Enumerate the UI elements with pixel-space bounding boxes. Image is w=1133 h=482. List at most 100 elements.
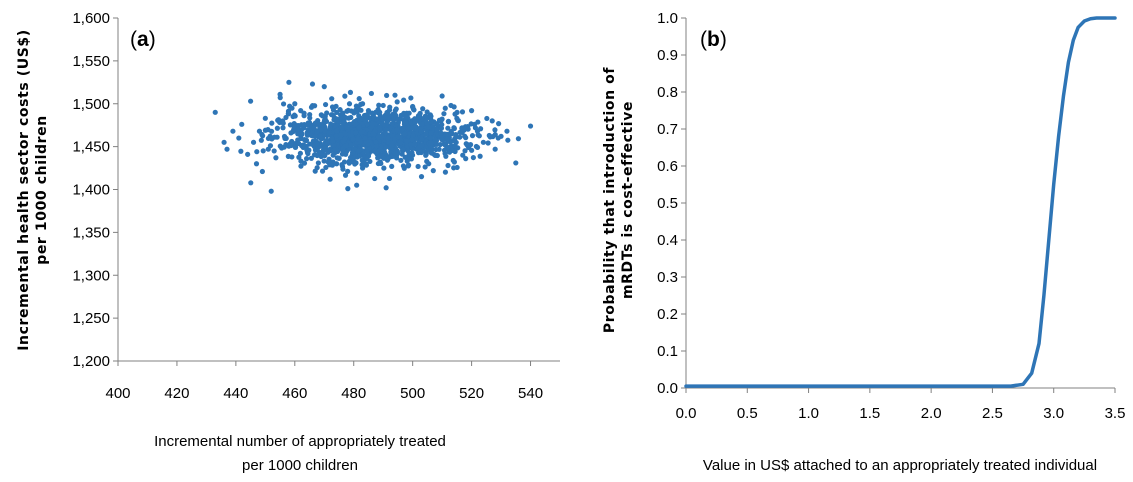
data-point [239, 121, 245, 127]
data-point [385, 135, 391, 142]
data-point [238, 148, 244, 154]
data-point [346, 160, 352, 166]
data-point [401, 131, 408, 137]
data-point [504, 128, 510, 134]
data-point [480, 139, 486, 145]
data-point [409, 137, 415, 143]
data-point [230, 128, 236, 134]
data-point [373, 139, 379, 145]
y-axis-label: Probability that introduction of mRDTs is… [602, 67, 636, 333]
data-point [280, 125, 286, 131]
data-point [330, 112, 336, 119]
data-point [399, 126, 405, 132]
data-point [372, 175, 378, 182]
data-point [515, 136, 522, 142]
data-point [382, 130, 388, 136]
data-point [339, 163, 346, 170]
data-point [492, 146, 498, 152]
line-chart-b: 0.0 0.1 0.2 0.3 0.4 0.5 0.6 0.7 0.8 0.9 1.0 0.0 0.5 1… [602, 10, 1125, 474]
data-point [373, 143, 380, 149]
data-point [441, 111, 447, 117]
data-point [277, 95, 283, 101]
data-point [356, 96, 362, 102]
data-point [454, 164, 460, 171]
y-tick-label: 1,450 [72, 139, 110, 156]
data-point [268, 188, 274, 194]
data-point [383, 185, 389, 191]
data-point [381, 165, 387, 171]
data-point [258, 137, 264, 143]
data-point [298, 163, 304, 169]
data-point [412, 119, 418, 125]
data-point [343, 143, 350, 149]
data-point [419, 136, 425, 142]
data-point [288, 142, 294, 149]
data-point [295, 130, 301, 137]
data-point [496, 121, 502, 127]
data-point [428, 119, 434, 125]
data-point [346, 115, 352, 121]
data-point [389, 121, 395, 127]
data-point [254, 149, 260, 155]
data-point [377, 127, 383, 133]
data-point [381, 155, 387, 161]
data-point [403, 119, 409, 126]
data-point [395, 134, 401, 140]
data-point [426, 161, 432, 167]
data-point [472, 125, 479, 131]
data-point [462, 133, 468, 139]
data-point [236, 135, 242, 141]
data-point [317, 133, 323, 139]
data-point [309, 125, 315, 131]
data-point [438, 125, 445, 131]
data-point [436, 117, 443, 123]
data-point [339, 125, 345, 131]
data-point [430, 168, 436, 174]
data-point [290, 113, 296, 120]
scatter-points [212, 79, 534, 194]
data-point [376, 134, 382, 140]
data-point [412, 141, 418, 147]
data-point [305, 148, 311, 154]
y-tick-label: 0.3 [657, 269, 678, 286]
x-tick-label: 3.0 [1043, 405, 1064, 422]
data-point [428, 113, 434, 119]
data-point [420, 106, 426, 112]
data-point [338, 114, 344, 120]
data-point [413, 124, 419, 130]
y-tick-label: 0.5 [657, 195, 678, 212]
data-point [423, 114, 430, 120]
data-point [505, 137, 511, 143]
panel-label-a: (a) [130, 28, 156, 51]
data-point [463, 156, 469, 162]
data-point [408, 95, 414, 101]
data-point [355, 104, 361, 111]
data-point [221, 139, 227, 145]
data-point [348, 142, 354, 148]
data-point [346, 101, 353, 107]
data-point [265, 127, 271, 133]
data-point [311, 152, 318, 158]
y-tick-label: 1,350 [72, 224, 110, 241]
y-axis-label-line: Incremental health sector costs (US$) [16, 29, 32, 351]
data-point [342, 136, 348, 142]
x-tick-label: 440 [223, 385, 248, 402]
y-tick-label: 0.7 [657, 121, 678, 138]
data-point [350, 136, 356, 142]
data-point [377, 147, 384, 153]
data-point [345, 186, 351, 192]
x-tick-label: 460 [282, 385, 307, 402]
data-point [434, 126, 440, 132]
data-point [375, 160, 381, 167]
data-point [300, 144, 306, 151]
data-point [295, 126, 301, 133]
data-point [418, 174, 425, 180]
data-point [368, 90, 375, 97]
data-point [283, 135, 289, 142]
data-point [287, 103, 293, 109]
data-point [398, 157, 404, 163]
data-point [314, 129, 320, 135]
data-point [301, 136, 307, 143]
data-point [444, 137, 450, 143]
